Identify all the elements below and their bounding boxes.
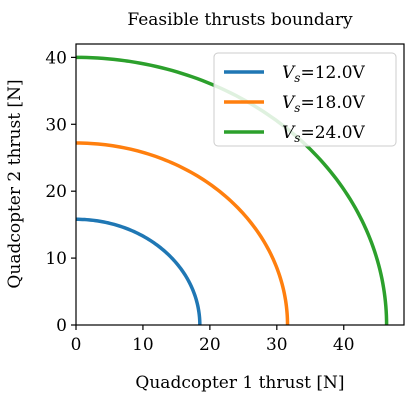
y-tick-label: 10 bbox=[45, 249, 67, 269]
axes-frame bbox=[75, 43, 405, 326]
x-tick-label: 10 bbox=[132, 335, 154, 355]
legend-items: Vs=12.0V Vs=18.0V Vs=24.0V bbox=[224, 63, 366, 145]
x-tick-label: 0 bbox=[71, 335, 82, 355]
y-axis-label: Quadcopter 2 thrust [N] bbox=[5, 79, 25, 288]
series-line-2 bbox=[75, 141, 290, 326]
x-tick-label: 30 bbox=[266, 335, 288, 355]
y-tick-label: 20 bbox=[45, 182, 67, 202]
legend: Vs=12.0V Vs=18.0V Vs=24.0V bbox=[213, 52, 397, 147]
legend-label-2: Vs=18.0V bbox=[282, 93, 366, 115]
legend-label-1: Vs=12.0V bbox=[282, 63, 366, 85]
x-tick-label: 40 bbox=[333, 335, 355, 355]
y-tick-label: 0 bbox=[56, 316, 67, 336]
legend-label-3: Vs=24.0V bbox=[282, 123, 366, 145]
x-tick-label: 20 bbox=[199, 335, 221, 355]
x-axis-label: Quadcopter 1 thrust [N] bbox=[135, 373, 344, 393]
series-line-1 bbox=[75, 217, 202, 326]
axis-ticks: 0 10 20 30 40 0 10 20 30 40 bbox=[45, 48, 354, 355]
legend-box bbox=[213, 52, 397, 147]
y-tick-label: 30 bbox=[45, 115, 67, 135]
chart-title: Feasible thrusts boundary bbox=[127, 10, 353, 30]
y-tick-label: 40 bbox=[45, 48, 67, 68]
